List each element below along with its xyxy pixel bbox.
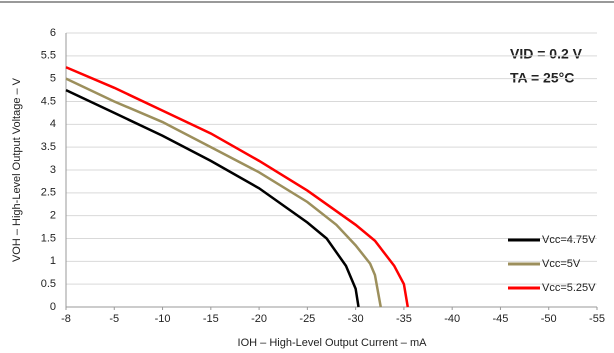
y-tick-label: 3 <box>50 164 56 176</box>
x-tick-label: -55 <box>589 313 605 325</box>
x-tick-label: -15 <box>203 313 219 325</box>
y-tick-label: 0 <box>50 301 56 313</box>
x-tick-label: -40 <box>444 313 460 325</box>
annotation: TA = 25°C <box>510 70 574 86</box>
x-tick-label: -50 <box>541 313 557 325</box>
x-tick-label: -25 <box>299 313 315 325</box>
x-tick-label: -10 <box>155 313 171 325</box>
series-line <box>65 88 360 308</box>
x-tick-label: -45 <box>493 313 509 325</box>
y-tick-label: 2 <box>50 210 56 222</box>
x-tick-label: -20 <box>251 313 267 325</box>
x-tick-label: -30 <box>348 313 364 325</box>
y-tick-label: 3.5 <box>41 141 56 153</box>
y-tick-label: 4.5 <box>41 95 56 107</box>
y-axis-label: VOH – High-Level Output Voltage – V <box>11 77 23 262</box>
y-tick-label: 4 <box>50 118 56 130</box>
y-tick-label: 5 <box>50 73 56 85</box>
x-tick-label: -5 <box>109 313 119 325</box>
legend-label: Vcc=4.75V <box>542 234 596 246</box>
y-tick-label: 6 <box>50 27 56 39</box>
y-tick-label: 2.5 <box>41 187 56 199</box>
y-tick-label: 1.5 <box>41 232 56 244</box>
legend-label: Vcc=5.25V <box>542 282 596 294</box>
series-line <box>65 66 410 308</box>
annotation: VID = 0.2 V <box>510 46 583 62</box>
y-tick-label: 1 <box>50 255 56 267</box>
series-line <box>65 77 382 308</box>
x-tick-label: -8 <box>61 313 71 325</box>
x-tick-label: -35 <box>396 313 412 325</box>
x-axis-label: IOH – High-Level Output Current – mA <box>238 337 428 349</box>
y-tick-label: 5.5 <box>41 50 56 62</box>
y-tick-label: 0.5 <box>41 278 56 290</box>
legend-label: Vcc=5V <box>542 258 581 270</box>
